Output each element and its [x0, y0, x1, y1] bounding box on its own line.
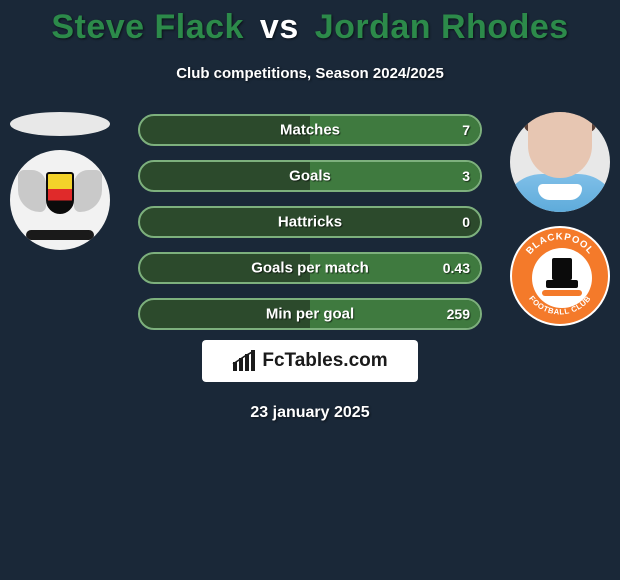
stat-label: Hattricks	[278, 214, 342, 231]
stat-value-right: 0.43	[443, 260, 470, 276]
stat-label: Matches	[280, 122, 340, 139]
title-vs: vs	[260, 8, 299, 46]
player2-avatar	[510, 112, 610, 212]
stat-fill-right	[310, 162, 480, 190]
left-column	[10, 112, 110, 250]
stat-row-goals: Goals 3	[138, 160, 482, 192]
stat-value-right: 259	[447, 306, 470, 322]
stat-value-right: 7	[462, 122, 470, 138]
svg-text:BLACKPOOL: BLACKPOOL	[524, 231, 596, 256]
comparison-content: BLACKPOOL FOOTBALL CLUB Matches 7 Goals …	[0, 112, 620, 332]
stat-row-hattricks: Hattricks 0	[138, 206, 482, 238]
right-column: BLACKPOOL FOOTBALL CLUB	[510, 112, 610, 326]
brand-text: FcTables.com	[262, 350, 387, 372]
player1-avatar-placeholder	[10, 112, 110, 136]
stat-label: Goals per match	[251, 260, 369, 277]
stat-row-matches: Matches 7	[138, 114, 482, 146]
player1-club-badge	[10, 150, 110, 250]
club-ring-text: BLACKPOOL FOOTBALL CLUB	[512, 228, 608, 324]
brand-bars-icon	[232, 350, 258, 372]
stat-value-right: 3	[462, 168, 470, 184]
stat-label: Min per goal	[266, 306, 354, 323]
stat-row-goals-per-match: Goals per match 0.43	[138, 252, 482, 284]
title-player1: Steve Flack	[51, 8, 244, 46]
page-title: Steve Flack vs Jordan Rhodes	[0, 0, 620, 47]
stat-bars: Matches 7 Goals 3 Hattricks 0 Goals per …	[138, 114, 482, 344]
stat-value-right: 0	[462, 214, 470, 230]
svg-text:FOOTBALL CLUB: FOOTBALL CLUB	[527, 294, 593, 317]
snapshot-date: 23 january 2025	[0, 404, 620, 422]
stat-label: Goals	[289, 168, 331, 185]
stat-row-min-per-goal: Min per goal 259	[138, 298, 482, 330]
player2-club-badge: BLACKPOOL FOOTBALL CLUB	[510, 226, 610, 326]
subtitle: Club competitions, Season 2024/2025	[0, 65, 620, 82]
title-player2: Jordan Rhodes	[315, 8, 569, 46]
brand-box: FcTables.com	[202, 340, 418, 382]
